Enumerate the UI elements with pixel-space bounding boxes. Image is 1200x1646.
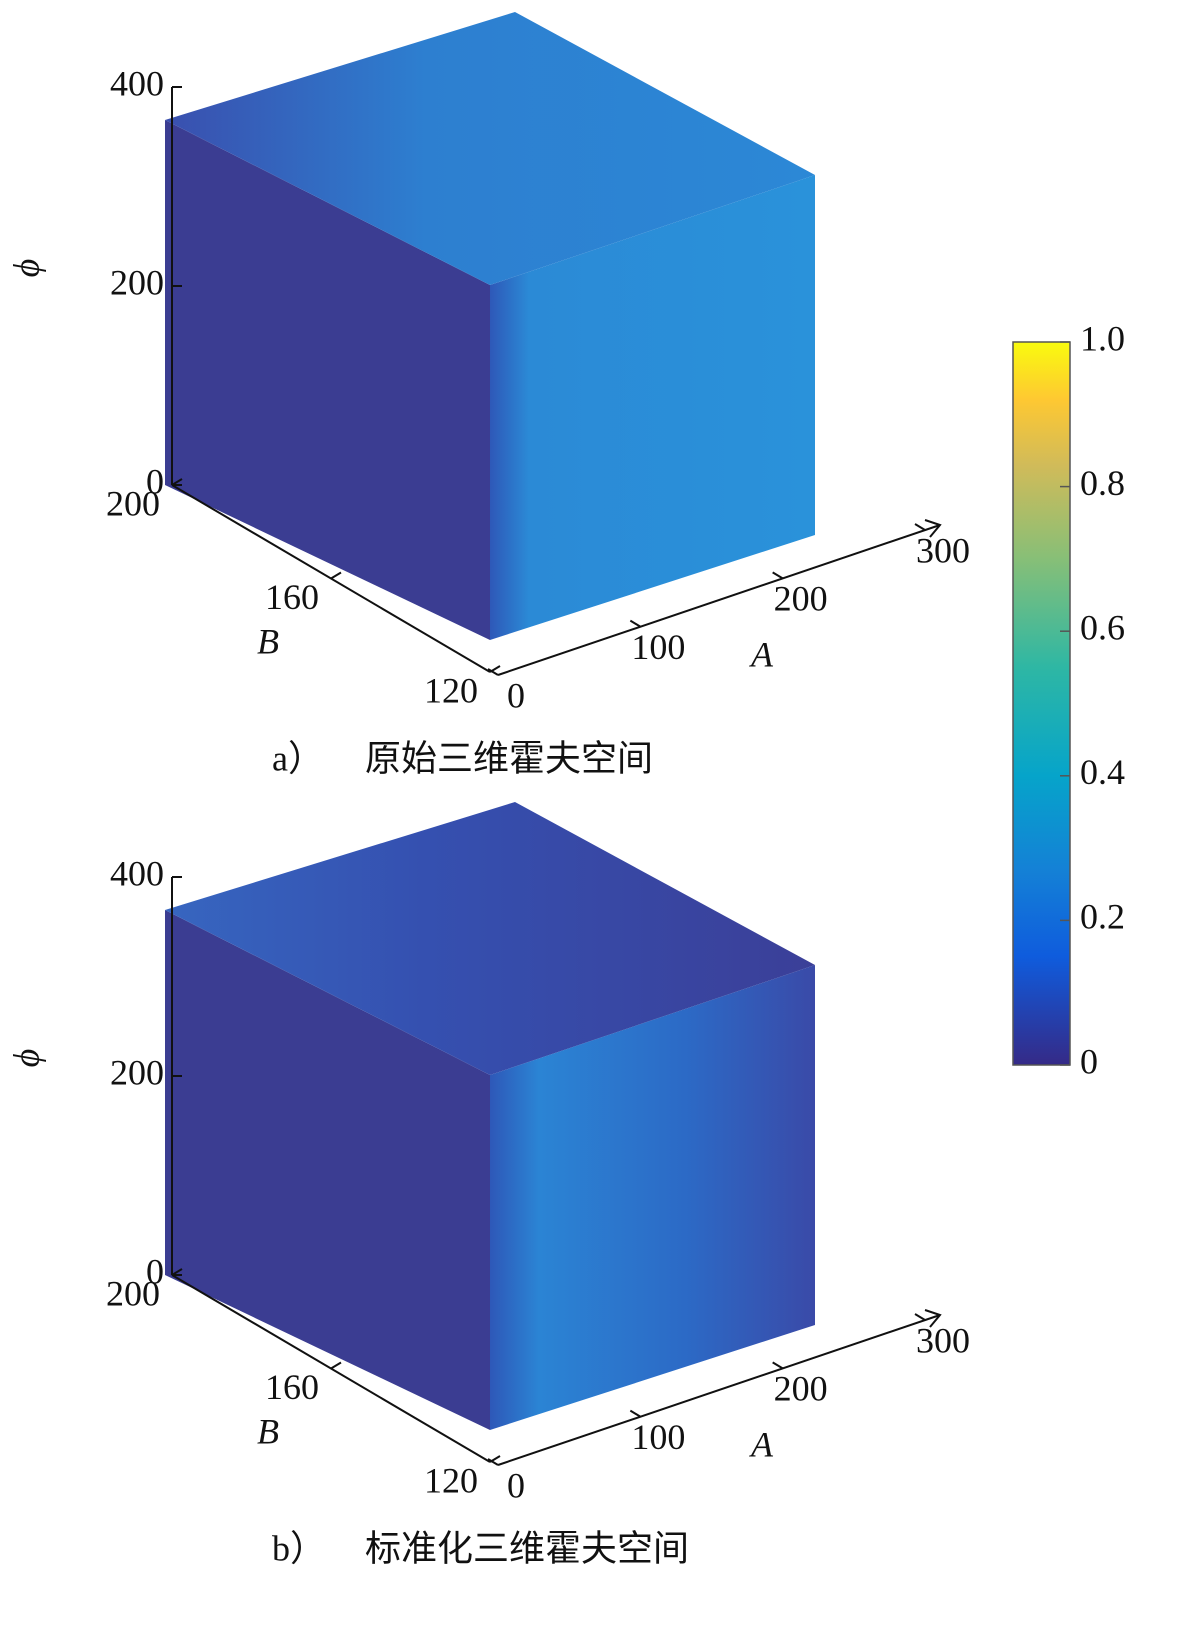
left-face (165, 120, 490, 640)
y-tick (330, 1361, 342, 1370)
x-label: A (749, 634, 774, 674)
y-tick-label: 200 (106, 483, 160, 523)
x-tick-label: 200 (774, 579, 828, 619)
x-tick (487, 668, 499, 676)
z-tick-label: 200 (110, 1052, 164, 1092)
right-face (490, 965, 815, 1430)
x-tick (772, 571, 784, 580)
x-tick-label: 100 (631, 627, 685, 667)
y-tick (330, 571, 342, 580)
y-tick (171, 1268, 183, 1276)
y-tick-label: 120 (424, 1460, 478, 1500)
x-tick-label: 300 (916, 530, 970, 570)
caption-title: 标准化三维霍夫空间 (365, 1528, 689, 1568)
x-axis-arrow (924, 1309, 942, 1328)
y-tick-label: 160 (265, 1367, 319, 1407)
x-tick (487, 1458, 499, 1466)
top-face (165, 802, 815, 1075)
y-tick-label: 120 (424, 670, 478, 710)
x-axis (497, 524, 941, 676)
caption-label: a） (272, 738, 324, 778)
top-face (165, 12, 815, 285)
colorbar-tick-label: 0.4 (1080, 752, 1125, 792)
colorbar-tick-label: 0 (1080, 1041, 1098, 1081)
y-label: B (257, 621, 279, 661)
caption-label: b） (272, 1528, 326, 1568)
x-tick (629, 1409, 641, 1418)
x-tick (629, 619, 641, 628)
z-tick-label: 400 (110, 853, 164, 893)
x-tick (772, 1361, 784, 1370)
z-label: ϕ (6, 259, 46, 278)
x-label: A (749, 1424, 774, 1464)
y-tick-label: 160 (265, 577, 319, 617)
x-tick-label: 0 (507, 675, 525, 715)
caption-title: 原始三维霍夫空间 (365, 738, 653, 778)
z-tick-label: 0 (146, 1251, 164, 1291)
x-tick (914, 523, 926, 531)
x-tick-label: 200 (774, 1369, 828, 1409)
y-tick (171, 478, 183, 486)
colorbar-tick-label: 0.2 (1080, 897, 1125, 937)
z-tick-label: 400 (110, 63, 164, 103)
colorbar (1012, 341, 1071, 1066)
y-tick-label: 200 (106, 1273, 160, 1313)
z-tick-label: 0 (146, 461, 164, 501)
z-label: ϕ (6, 1049, 46, 1068)
x-tick-label: 100 (631, 1417, 685, 1457)
colorbar-tick-label: 0.8 (1080, 463, 1125, 503)
left-face (165, 910, 490, 1430)
x-tick-label: 0 (507, 1465, 525, 1505)
colorbar-tick-label: 1.0 (1080, 318, 1125, 358)
z-tick-label: 200 (110, 262, 164, 302)
x-axis-arrow (924, 519, 942, 538)
x-tick-label: 300 (916, 1320, 970, 1360)
y-label: B (257, 1411, 279, 1451)
x-tick (914, 1313, 926, 1321)
right-face (490, 175, 815, 640)
x-axis (497, 1314, 941, 1466)
colorbar-tick-label: 0.6 (1080, 607, 1125, 647)
